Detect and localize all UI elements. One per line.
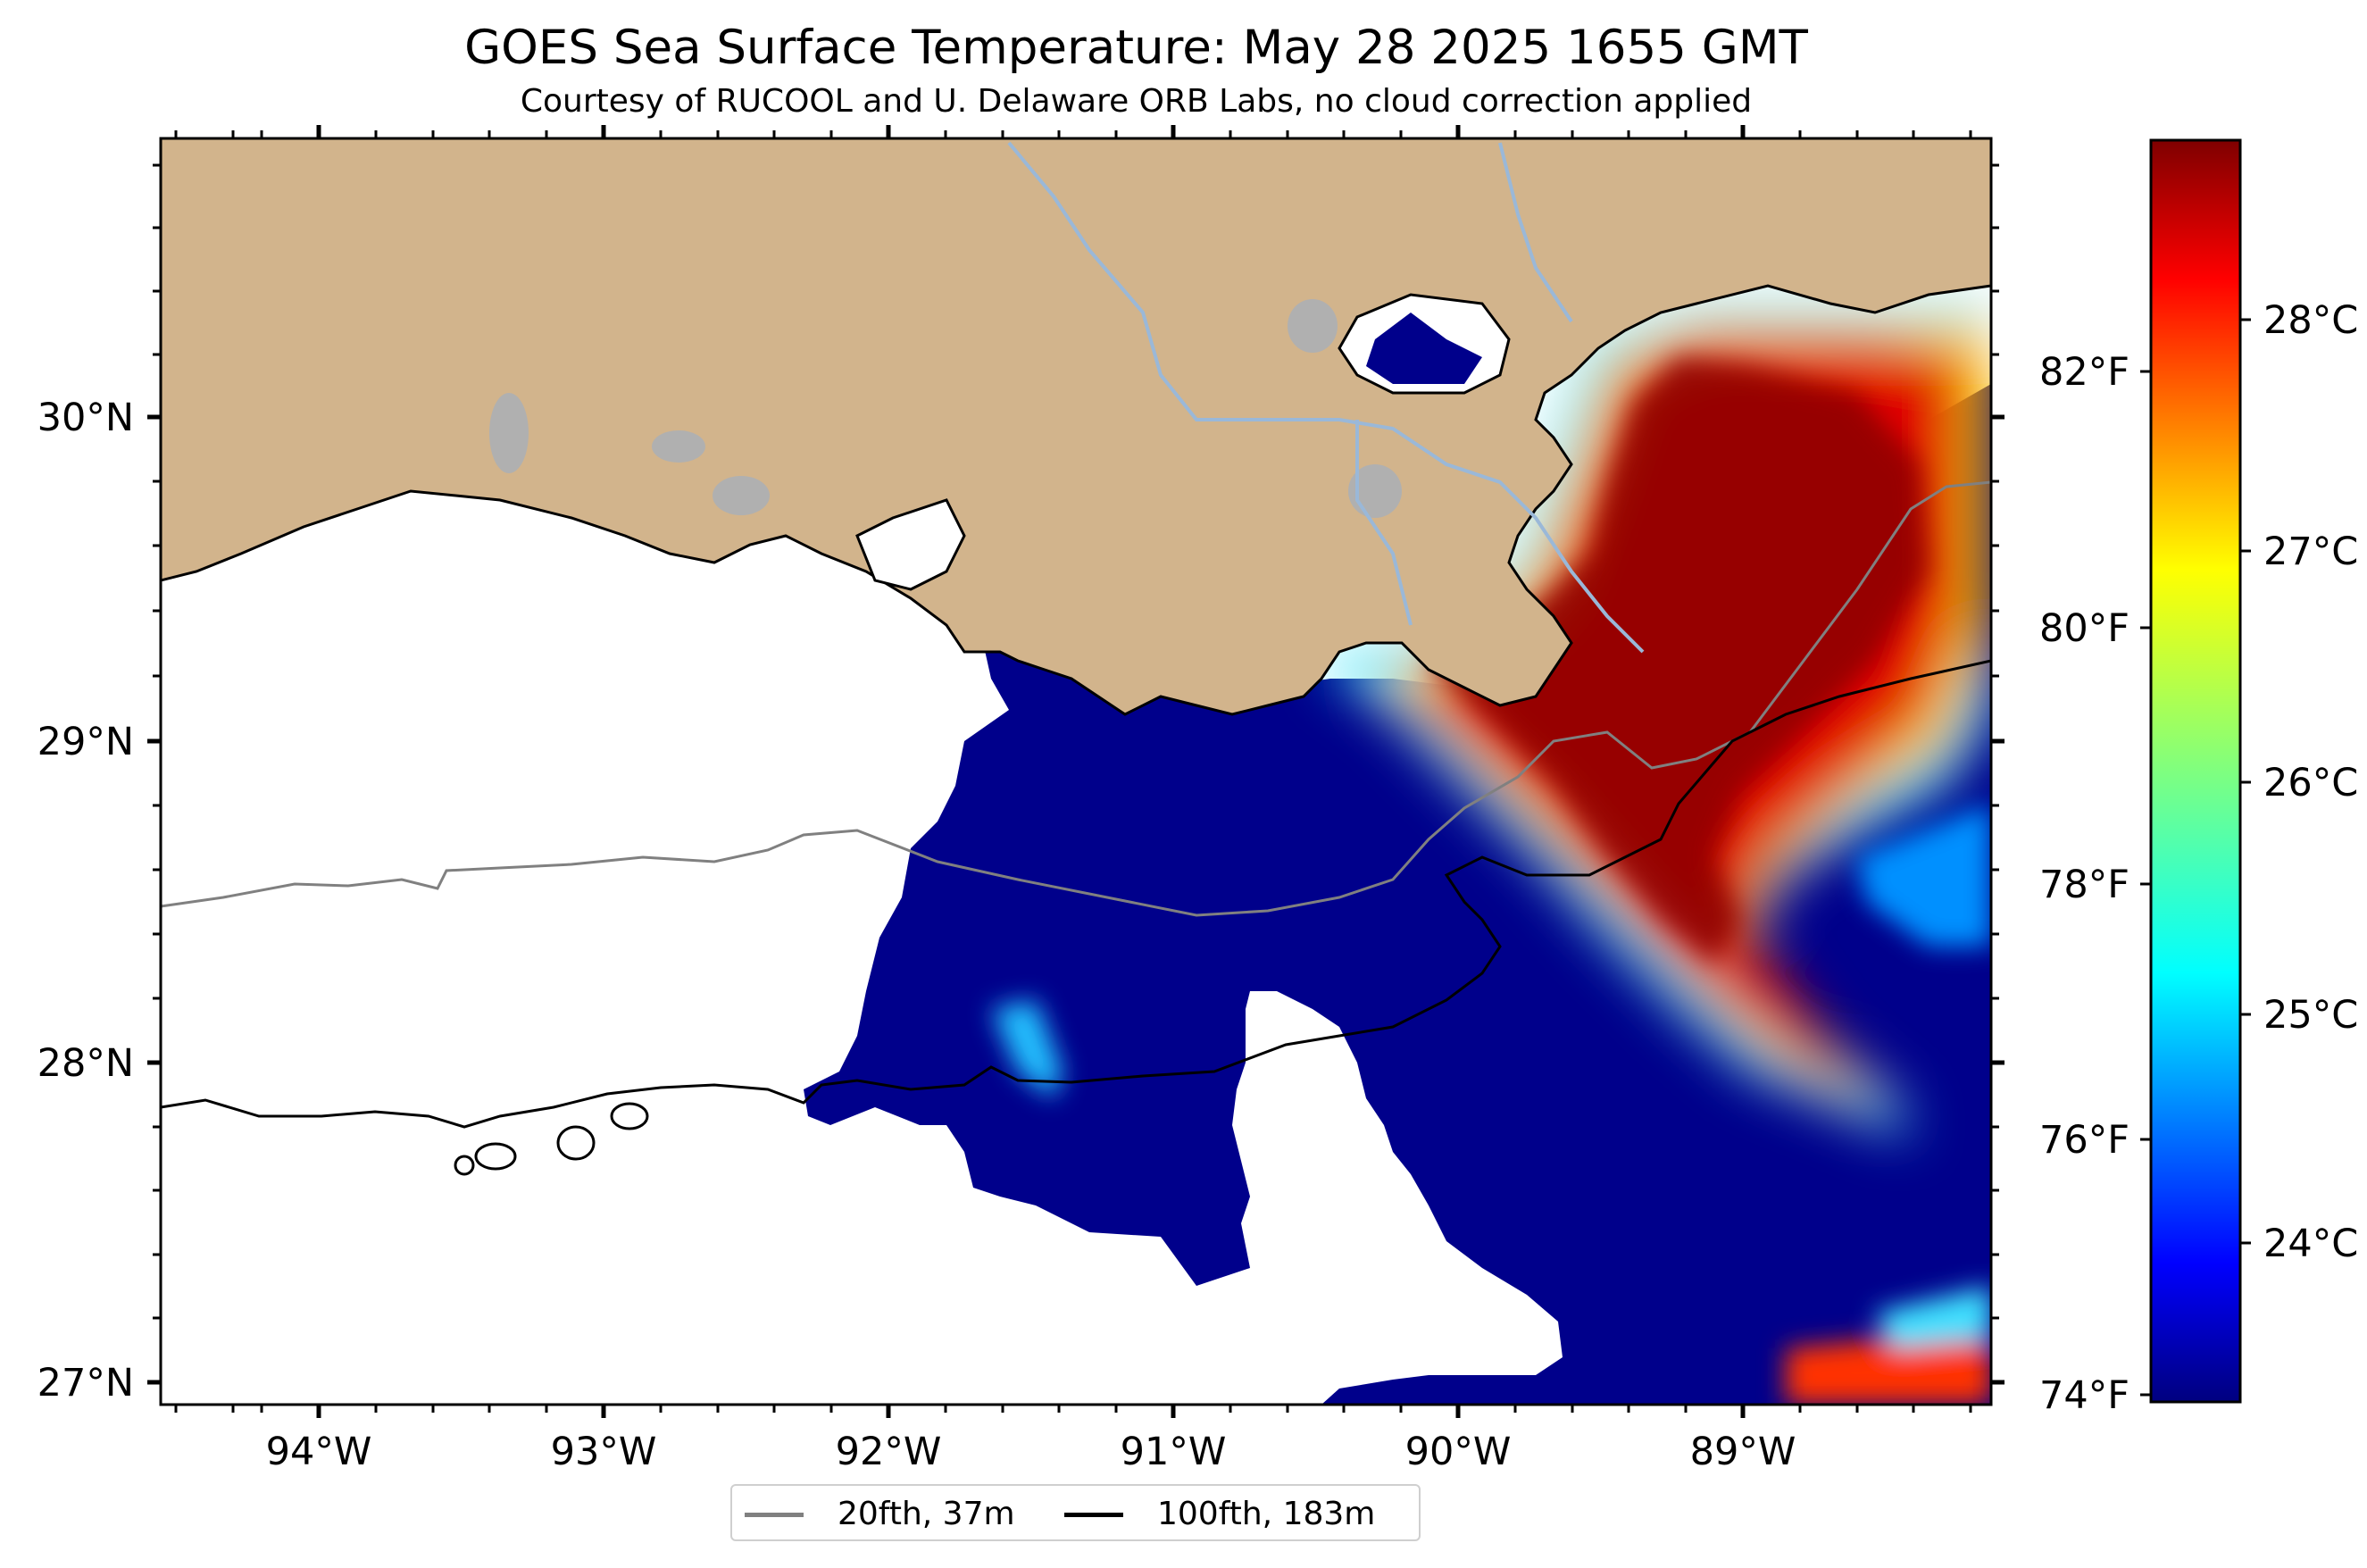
lon-label-91w: 91°W — [1121, 1430, 1227, 1474]
rivers — [1007, 141, 1645, 654]
lon-label-89w: 89°W — [1690, 1430, 1796, 1474]
major-ticks — [147, 125, 2004, 1418]
map-frame — [159, 137, 1993, 1406]
legend: 20fth, 37m 100fth, 183m — [730, 1484, 1421, 1541]
colorbar — [2149, 138, 2242, 1404]
legend-swatch-20fth — [745, 1513, 804, 1517]
minor-ticks — [153, 130, 1999, 1413]
fahrenheit-label: 74°F — [2039, 1373, 2129, 1418]
legend-label-100fth: 100fth, 183m — [1157, 1496, 1376, 1532]
land-mass — [161, 138, 1991, 716]
lon-label-94w: 94°W — [266, 1430, 372, 1474]
inland-lakes — [489, 299, 1402, 518]
celsius-label: 27°C — [2263, 530, 2358, 574]
hot-core — [1429, 357, 1929, 964]
isobath-20fth — [161, 480, 1991, 917]
fahrenheit-label: 76°F — [2039, 1118, 2129, 1163]
latitude-labels: 30°N 29°N 28°N 27°N — [38, 396, 134, 1405]
isobath-100fth — [161, 659, 1991, 1129]
celsius-label: 25°C — [2263, 993, 2358, 1038]
lat-label-28n: 28°N — [38, 1041, 134, 1086]
lon-label-92w: 92°W — [836, 1430, 942, 1474]
lat-label-29n: 29°N — [38, 720, 134, 764]
islands — [454, 1102, 649, 1176]
legend-swatch-100fth — [1064, 1513, 1123, 1517]
lat-label-30n: 30°N — [38, 396, 134, 440]
lon-label-93w: 93°W — [551, 1430, 657, 1474]
celsius-label: 28°C — [2263, 298, 2358, 343]
fahrenheit-label: 80°F — [2039, 606, 2129, 651]
lat-label-27n: 27°N — [38, 1361, 134, 1405]
fahrenheit-label: 78°F — [2039, 863, 2129, 907]
legend-label-20fth: 20fth, 37m — [838, 1496, 1015, 1532]
map-panel — [161, 138, 1991, 1405]
celsius-label: 24°C — [2263, 1222, 2358, 1266]
celsius-label: 26°C — [2263, 761, 2358, 805]
colorbar-celsius-labels: 28°C 27°C 26°C 25°C 24°C — [2263, 298, 2358, 1266]
fahrenheit-label: 82°F — [2039, 350, 2129, 395]
chart-subtitle: Courtesy of RUCOOL and U. Delaware ORB L… — [520, 83, 1753, 120]
longitude-labels: 94°W 93°W 92°W 91°W 90°W 89°W — [266, 1430, 1796, 1474]
colorbar-ticks — [2140, 318, 2251, 1397]
lon-label-90w: 90°W — [1405, 1430, 1512, 1474]
offshore-patches — [991, 804, 1991, 1405]
chart-title: GOES Sea Surface Temperature: May 28 202… — [464, 21, 1808, 75]
colorbar-fahrenheit-labels: 82°F 80°F 78°F 76°F 74°F — [2039, 350, 2129, 1418]
